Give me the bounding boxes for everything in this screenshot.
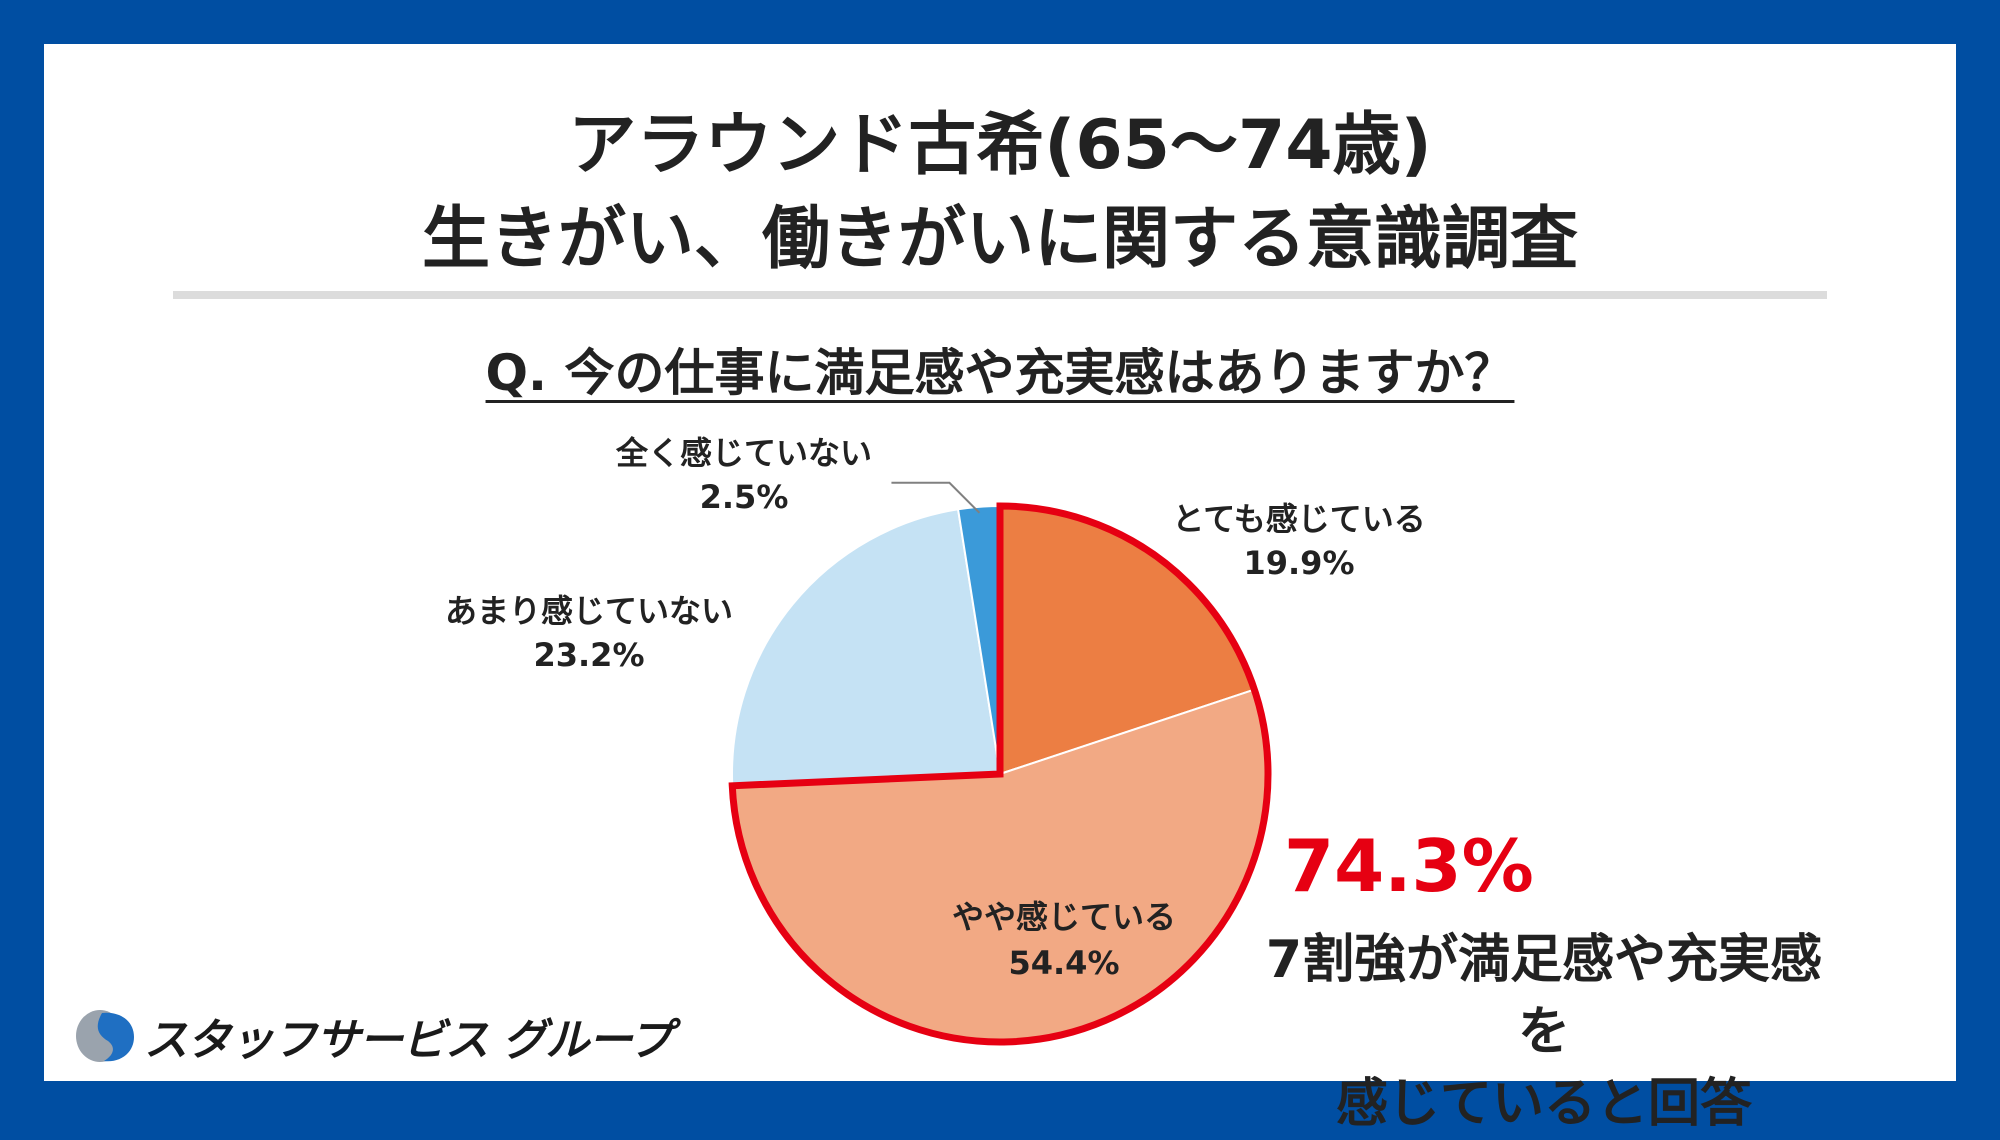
summary-line-2: 感じていると回答 — [1335, 1074, 1752, 1134]
logo-mark-icon — [76, 1010, 134, 1062]
title-line-2: 生きがい、働きがいに関する意識調査 — [421, 200, 1578, 279]
leader-line — [891, 481, 981, 514]
logo-text: スタッフサービス グループ — [144, 1015, 673, 1066]
pie-chart: とても感じている 19.9% やや感じている 54.4% あまり感じていない 23.2% 全… — [445, 434, 1426, 1046]
slice-value-label: 23.2% — [533, 636, 644, 674]
summary-line-1: 7割強が満足感や充実感を — [1265, 930, 1823, 1062]
slice-value-label: 2.5% — [700, 478, 789, 516]
slice-label: とても感じている — [1172, 500, 1425, 538]
slice-not-very-satisfied — [731, 508, 1002, 787]
summary-text: 7割強が満足感や充実感を 感じていると回答 — [1244, 924, 1844, 1140]
slice-value-label: 19.9% — [1243, 544, 1354, 582]
slice-value-label: 54.4% — [1008, 944, 1119, 982]
title-line-1: アラウンド古希(65〜74歳) — [568, 106, 1432, 185]
company-logo: スタッフサービス グループ — [74, 1004, 673, 1068]
slice-label: あまり感じていない — [445, 592, 733, 630]
highlight-value: 74.3% — [1284, 824, 1534, 908]
page-title: アラウンド古希(65〜74歳) 生きがい、働きがいに関する意識調査 — [44, 99, 1956, 287]
question-text: Q. 今の仕事に満足感や充実感はありますか？ — [485, 344, 1515, 402]
slice-label: やや感じている — [952, 898, 1176, 936]
content-card: アラウンド古希(65〜74歳) 生きがい、働きがいに関する意識調査 Q. 今の仕… — [44, 44, 1956, 1134]
slice-label: 全く感じていない — [615, 434, 872, 472]
title-divider — [173, 291, 1827, 299]
highlight-outline — [728, 502, 1272, 1046]
question: Q. 今の仕事に満足感や充実感はありますか？ — [44, 333, 1956, 405]
